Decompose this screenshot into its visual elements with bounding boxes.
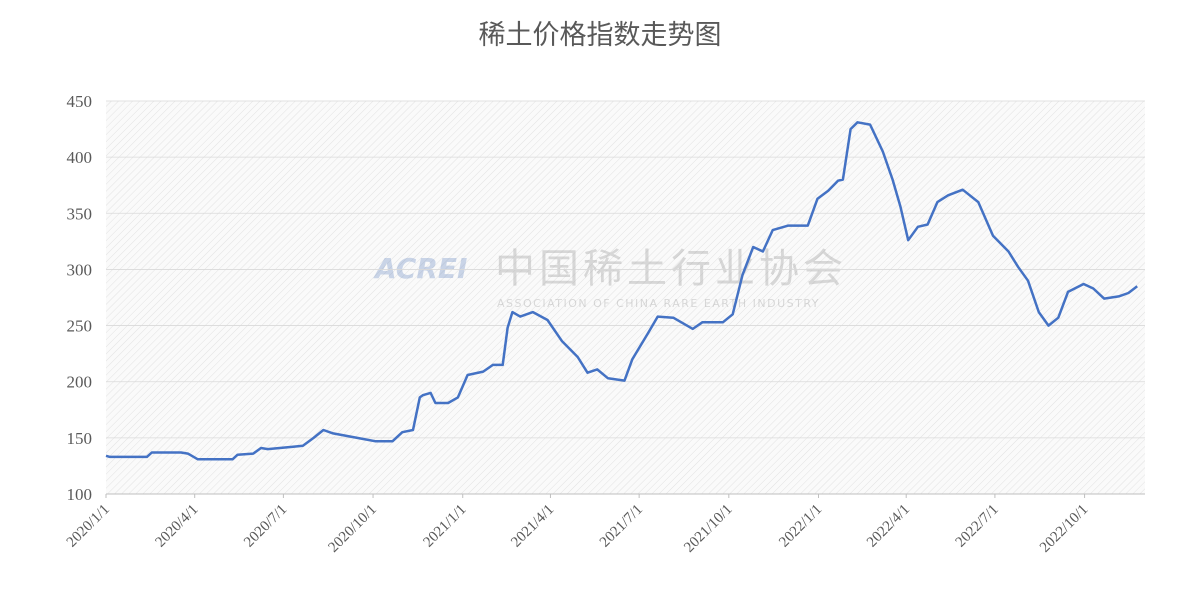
x-tick-label: 2021/1/1 (421, 502, 470, 551)
watermark-logo: ACREI (373, 252, 467, 285)
watermark: ACREI 中国稀土行业协会 ASSOCIATION OF CHINA RARE… (373, 246, 847, 310)
y-tick-label: 450 (67, 92, 93, 111)
x-tick-label: 2022/1/1 (776, 502, 825, 551)
x-tick-label: 2022/4/1 (864, 502, 913, 551)
x-tick-label: 2020/7/1 (241, 502, 290, 551)
y-tick-label: 100 (67, 485, 93, 504)
chart-title: 稀土价格指数走势图 (479, 20, 722, 50)
x-tick-label: 2022/10/1 (1037, 502, 1091, 556)
x-tick-label: 2021/7/1 (597, 502, 646, 551)
y-tick-label: 200 (67, 373, 93, 392)
data-line (105, 121, 1138, 461)
y-tick-label: 250 (67, 317, 93, 336)
x-tick-label: 2020/4/1 (152, 502, 201, 551)
y-tick-label: 300 (67, 260, 93, 279)
x-tick-label: 2022/7/1 (953, 502, 1002, 551)
watermark-subtitle: ASSOCIATION OF CHINA RARE EARTH INDUSTRY (497, 297, 820, 310)
y-tick-label: 350 (67, 204, 93, 223)
y-tick-label: 400 (67, 148, 93, 167)
y-tick-label: 150 (67, 429, 93, 448)
x-tick-label: 2020/10/1 (326, 502, 380, 556)
watermark-name: 中国稀土行业协会 (495, 246, 847, 291)
x-tick-label: 2021/10/1 (681, 502, 735, 556)
x-tick-label: 2020/1/1 (64, 502, 113, 551)
x-tick-label: 2021/4/1 (508, 502, 557, 551)
plot-area (106, 101, 1145, 494)
